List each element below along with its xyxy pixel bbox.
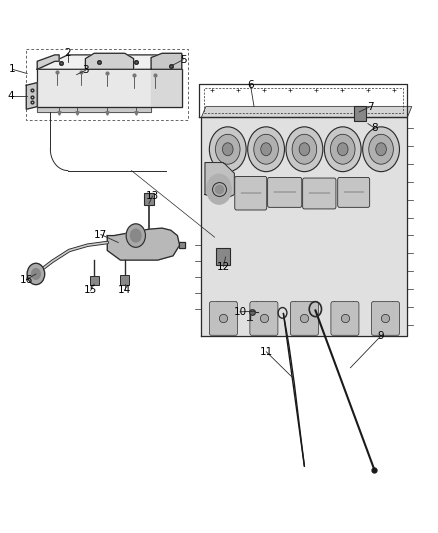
- Polygon shape: [151, 53, 182, 69]
- Circle shape: [286, 127, 323, 172]
- Circle shape: [27, 263, 45, 285]
- Polygon shape: [26, 83, 37, 109]
- Text: 12: 12: [217, 262, 230, 271]
- FancyBboxPatch shape: [303, 178, 336, 209]
- Circle shape: [369, 134, 393, 164]
- Polygon shape: [205, 163, 234, 200]
- FancyBboxPatch shape: [338, 177, 370, 207]
- Text: 6: 6: [247, 80, 254, 90]
- Text: 8: 8: [371, 123, 378, 133]
- Text: 14: 14: [118, 286, 131, 295]
- Circle shape: [363, 127, 399, 172]
- Polygon shape: [37, 55, 59, 69]
- Circle shape: [254, 134, 279, 164]
- Text: 9: 9: [378, 331, 385, 341]
- Circle shape: [292, 134, 317, 164]
- Circle shape: [215, 134, 240, 164]
- Polygon shape: [37, 69, 182, 107]
- Text: 5: 5: [180, 55, 187, 64]
- Polygon shape: [37, 107, 151, 112]
- Circle shape: [330, 134, 355, 164]
- FancyBboxPatch shape: [290, 302, 318, 335]
- Text: 7: 7: [367, 102, 374, 111]
- Text: 2: 2: [64, 49, 71, 58]
- Circle shape: [376, 143, 386, 156]
- Text: 13: 13: [146, 191, 159, 201]
- FancyBboxPatch shape: [120, 275, 129, 285]
- FancyBboxPatch shape: [90, 276, 99, 285]
- Circle shape: [338, 143, 348, 156]
- FancyBboxPatch shape: [268, 177, 302, 207]
- FancyBboxPatch shape: [235, 176, 267, 210]
- FancyBboxPatch shape: [354, 106, 366, 121]
- Text: 10: 10: [233, 307, 247, 317]
- FancyBboxPatch shape: [144, 193, 154, 205]
- Text: 1: 1: [9, 64, 16, 74]
- Polygon shape: [107, 228, 180, 260]
- Circle shape: [299, 143, 310, 156]
- Circle shape: [223, 143, 233, 156]
- Text: 16: 16: [20, 275, 33, 285]
- Polygon shape: [37, 55, 182, 69]
- Circle shape: [131, 229, 141, 242]
- FancyBboxPatch shape: [216, 248, 230, 265]
- Circle shape: [126, 224, 145, 247]
- Text: 17: 17: [94, 230, 107, 239]
- Text: 15: 15: [84, 286, 97, 295]
- FancyBboxPatch shape: [371, 302, 399, 335]
- Polygon shape: [151, 69, 182, 107]
- FancyBboxPatch shape: [250, 302, 278, 335]
- Circle shape: [261, 143, 271, 156]
- Polygon shape: [201, 107, 412, 117]
- Circle shape: [209, 127, 246, 172]
- Circle shape: [248, 127, 285, 172]
- Polygon shape: [85, 53, 134, 69]
- FancyBboxPatch shape: [209, 302, 237, 335]
- Circle shape: [324, 127, 361, 172]
- Polygon shape: [201, 117, 407, 336]
- FancyBboxPatch shape: [331, 302, 359, 335]
- Text: 11: 11: [260, 347, 273, 357]
- Circle shape: [207, 174, 231, 204]
- Circle shape: [32, 269, 40, 279]
- Text: 4: 4: [7, 91, 14, 101]
- Text: 3: 3: [82, 66, 89, 75]
